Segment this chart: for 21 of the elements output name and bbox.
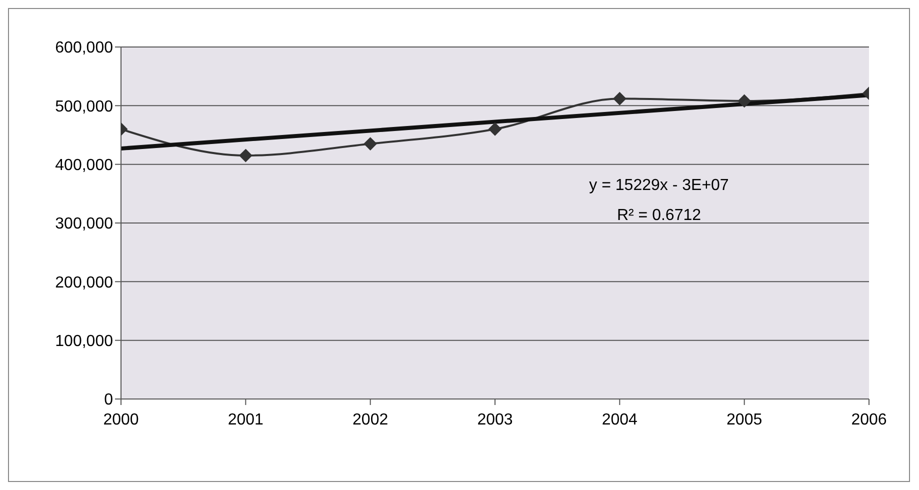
x-tick-label: 2000 [103, 411, 139, 428]
annotation: y = 15229x - 3E+07 [588, 176, 730, 196]
point [738, 94, 751, 108]
y-tick-label: 100,000 [55, 333, 114, 350]
x-tick-label: 2004 [602, 411, 638, 428]
x-tick-label: 2006 [851, 411, 887, 428]
y-tick-label: 0 [104, 392, 114, 409]
x-tick-label: 2003 [477, 411, 513, 428]
y-tick-label: 400,000 [55, 157, 114, 174]
x-tick-label: 2002 [352, 411, 388, 428]
y-tick-label: 300,000 [55, 216, 114, 233]
y-tick-label: 500,000 [55, 98, 114, 116]
point [239, 149, 252, 162]
point [613, 92, 626, 106]
annotation: R² = 0.6712 [616, 206, 702, 226]
point [364, 137, 377, 150]
y-tick-label: 600,000 [55, 40, 114, 57]
x-tick-label: 2001 [228, 411, 264, 428]
point [488, 122, 502, 136]
x-tick-label: 2005 [726, 411, 762, 428]
y-tick-label: 200,000 [55, 274, 114, 292]
